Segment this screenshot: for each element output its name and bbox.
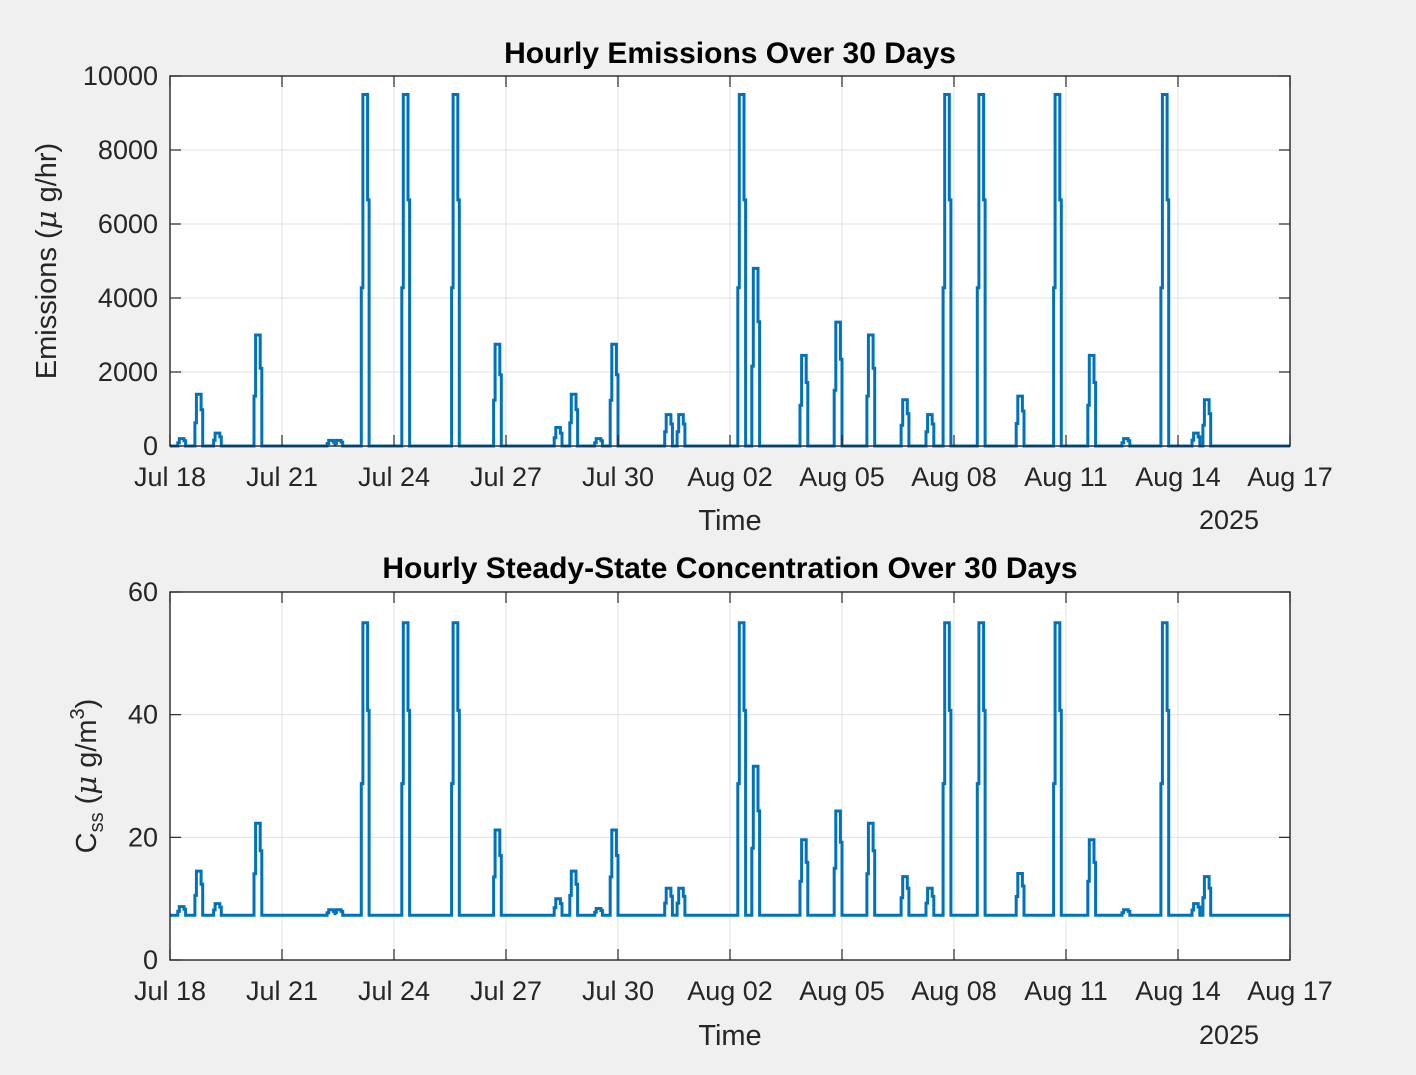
emissions-axes: 0 2000 4000 6000 8000 10000 Jul 18 Jul 21 Jul 2…: [29, 37, 1333, 537]
y-tick-label: 40: [128, 700, 158, 730]
x-tick-label: Aug 14: [1135, 976, 1221, 1006]
concentration-x-tick-labels: Jul 18 Jul 21 Jul 24 Jul 27 Jul 30 Aug 02 Aug …: [134, 976, 1333, 1006]
emissions-grid: [170, 76, 1290, 446]
emissions-x-tick-labels: Jul 18 Jul 21 Jul 24 Jul 27 Jul 30 Aug 02 Aug …: [134, 462, 1333, 492]
y-tick-label: 20: [128, 822, 158, 852]
x-tick-label: Aug 11: [1024, 462, 1108, 492]
y-tick-label: 2000: [98, 357, 158, 387]
y-tick-label: 60: [128, 577, 158, 607]
x-tick-label: Jul 30: [582, 976, 654, 1006]
x-tick-label: Aug 08: [911, 462, 997, 492]
y-tick-label: 6000: [98, 209, 158, 239]
emissions-y-tick-labels: 0 2000 4000 6000 8000 10000: [83, 61, 158, 461]
concentration-axes: 0 20 40 60 Jul 18 Jul 21 Jul 24 Jul 27 Jul 30 Au…: [67, 552, 1333, 1052]
x-tick-label: Jul 18: [134, 976, 206, 1006]
x-tick-label: Jul 30: [582, 462, 654, 492]
x-tick-label: Jul 27: [470, 462, 542, 492]
x-tick-label: Aug 02: [687, 976, 773, 1006]
concentration-y-tick-labels: 0 20 40 60: [128, 577, 158, 975]
concentration-year-label: 2025: [1199, 1020, 1259, 1050]
concentration-x-axis-label: Time: [698, 1020, 761, 1052]
emissions-chart-title: Hourly Emissions Over 30 Days: [504, 37, 956, 70]
x-tick-label: Jul 24: [358, 462, 430, 492]
x-tick-label: Aug 05: [799, 976, 885, 1006]
x-tick-label: Aug 14: [1135, 462, 1221, 492]
x-tick-label: Jul 24: [358, 976, 430, 1006]
x-tick-label: Aug 08: [911, 976, 997, 1006]
x-tick-label: Aug 17: [1247, 976, 1333, 1006]
y-tick-label: 4000: [98, 283, 158, 313]
concentration-chart-title: Hourly Steady-State Concentration Over 3…: [382, 552, 1077, 585]
y-tick-label: 0: [143, 431, 158, 461]
x-tick-label: Aug 05: [799, 462, 885, 492]
emissions-y-axis-label: Emissions (μ g/hr): [29, 143, 63, 379]
concentration-y-axis-label: Css (μ g/m3): [67, 699, 108, 854]
x-tick-label: Aug 11: [1024, 976, 1108, 1006]
x-tick-label: Jul 27: [470, 976, 542, 1006]
x-tick-label: Jul 18: [134, 462, 206, 492]
concentration-series: [170, 621, 1290, 917]
emissions-tick-marks: [169, 75, 1291, 447]
x-tick-label: Jul 21: [246, 976, 318, 1006]
concentration-tick-marks: [169, 591, 1291, 961]
y-tick-label: 8000: [98, 135, 158, 165]
emissions-x-axis-label: Time: [698, 505, 761, 537]
emissions-year-label: 2025: [1199, 505, 1259, 535]
y-tick-label: 0: [143, 945, 158, 975]
y-tick-label: 10000: [83, 61, 158, 91]
x-tick-label: Aug 17: [1247, 462, 1333, 492]
x-tick-label: Jul 21: [246, 462, 318, 492]
concentration-series-line: [170, 621, 1290, 917]
x-tick-label: Aug 02: [687, 462, 773, 492]
